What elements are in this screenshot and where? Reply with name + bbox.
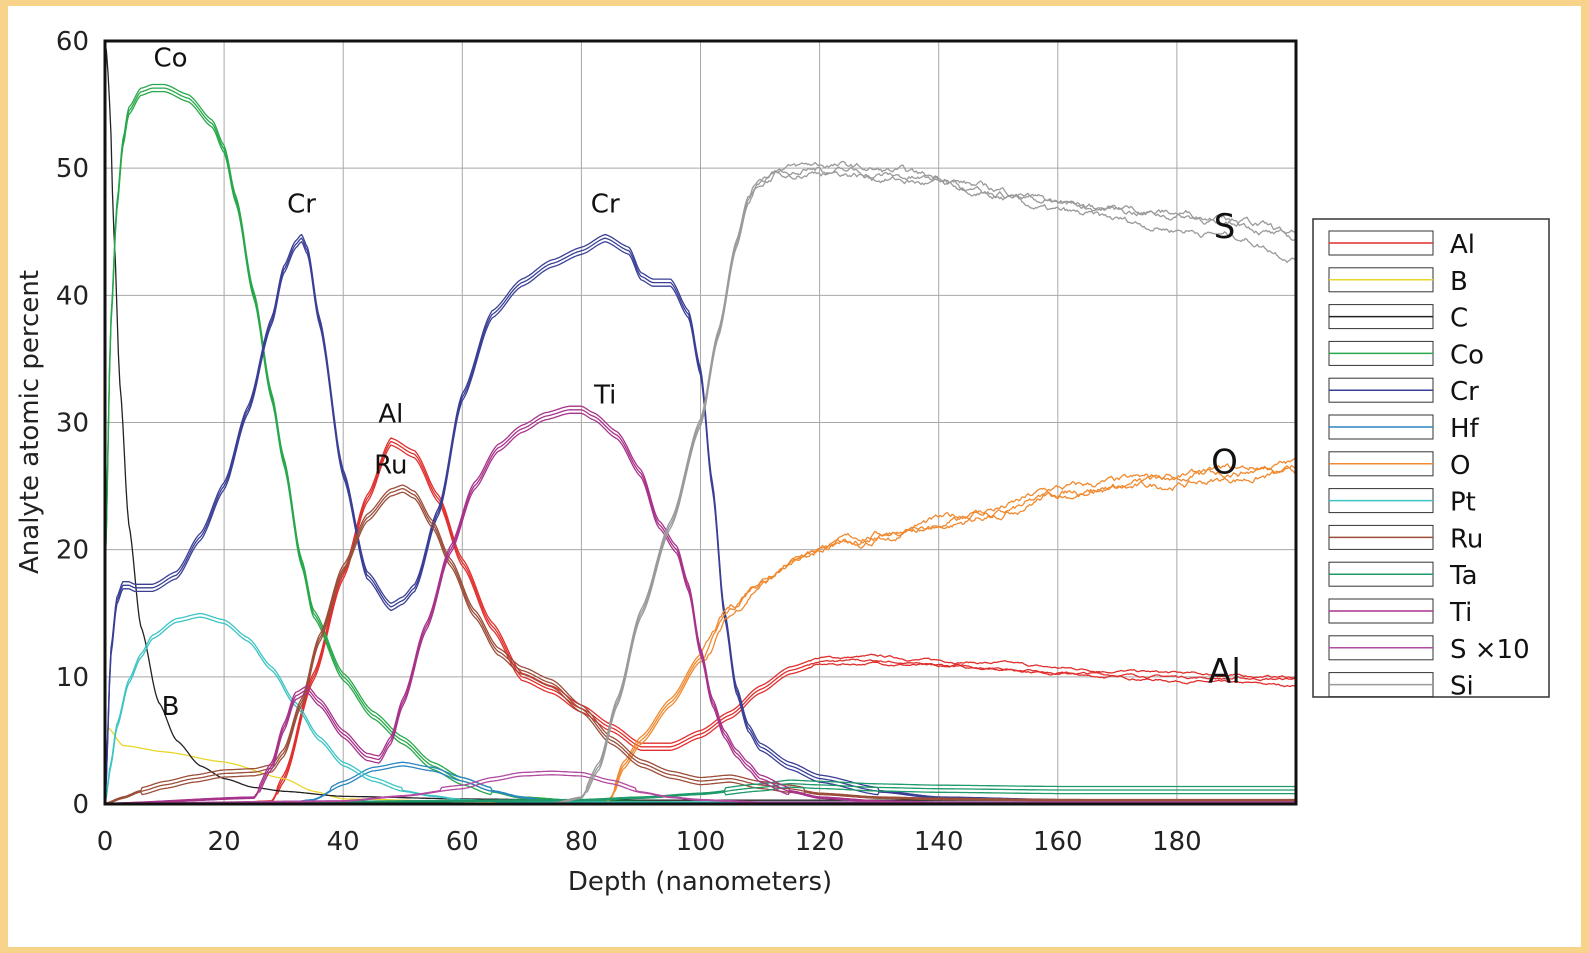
y-tick-label: 0 [72, 790, 89, 820]
series-line-ru [104, 487, 1296, 805]
legend-label: Co [1450, 340, 1484, 370]
x-tick-label: 60 [446, 827, 479, 857]
legend-label: B [1450, 267, 1468, 297]
legend-label: O [1450, 451, 1470, 481]
series-line-ru [105, 491, 1296, 805]
y-tick-label: 50 [56, 154, 89, 184]
x-tick-label: 180 [1152, 827, 1202, 857]
legend-label: Pt [1450, 488, 1476, 518]
x-tick-label: 140 [914, 827, 964, 857]
annotation-label: Co [153, 43, 187, 73]
legend-label: Cr [1450, 377, 1479, 407]
x-tick-label: 120 [795, 827, 845, 857]
axis-ticks: 0 20 40 60 80 100 120 140 160 180 0 10 20 30 40 50 60 [56, 27, 1202, 857]
x-axis-label: Depth (nanometers) [568, 867, 832, 897]
annotation-label: Ti [593, 380, 616, 410]
x-tick-label: 100 [676, 827, 726, 857]
series-line-ru [104, 484, 1296, 804]
x-tick-label: 160 [1033, 827, 1083, 857]
annotation-label: Al [378, 400, 403, 430]
legend-label: Hf [1450, 414, 1480, 444]
x-tick-label: 20 [208, 827, 241, 857]
x-tick-label: 0 [97, 827, 114, 857]
legend-label: C [1450, 304, 1468, 334]
legend-label: Ti [1449, 598, 1472, 628]
depth-profile-chart: 0 20 40 60 80 100 120 140 160 180 0 10 20 30 40 50 60 Co… [15, 27, 1550, 897]
annotation-label: Cr [287, 190, 316, 220]
y-axis-label: Analyte atomic percent [15, 270, 45, 574]
series-line-al [105, 440, 1297, 805]
legend-label: S ×10 [1450, 635, 1530, 665]
y-tick-label: 10 [56, 663, 89, 693]
legend-label: Ta [1449, 561, 1478, 591]
annotation-label: Al [1208, 652, 1241, 692]
annotation-label: Cr [591, 190, 620, 220]
x-tick-label: 80 [565, 827, 598, 857]
plot-border [103, 39, 1298, 806]
legend-label: Ru [1450, 524, 1483, 554]
x-tick-label: 40 [327, 827, 360, 857]
y-tick-label: 60 [56, 27, 89, 57]
chart-frame: 0 20 40 60 80 100 120 140 160 180 0 10 20 30 40 50 60 Co… [8, 6, 1581, 947]
legend: Al BC Co Cr Hf O Pt Ru Ta Ti S ×10 Si [1312, 218, 1550, 702]
legend-label: Si [1450, 672, 1474, 702]
y-tick-label: 20 [56, 536, 89, 566]
series-line-s10 [105, 770, 1296, 804]
legend-label: Al [1450, 230, 1475, 260]
annotation-label: B [162, 692, 180, 722]
y-tick-label: 40 [56, 281, 89, 311]
annotation-label: Ru [374, 450, 407, 480]
series-line-al [105, 444, 1297, 805]
annotation-label: O [1211, 442, 1238, 482]
annotations: Co Cr Cr Al Ru Ti B S O Al [153, 43, 1240, 722]
annotation-label: S [1214, 207, 1236, 247]
y-tick-label: 30 [56, 409, 89, 439]
